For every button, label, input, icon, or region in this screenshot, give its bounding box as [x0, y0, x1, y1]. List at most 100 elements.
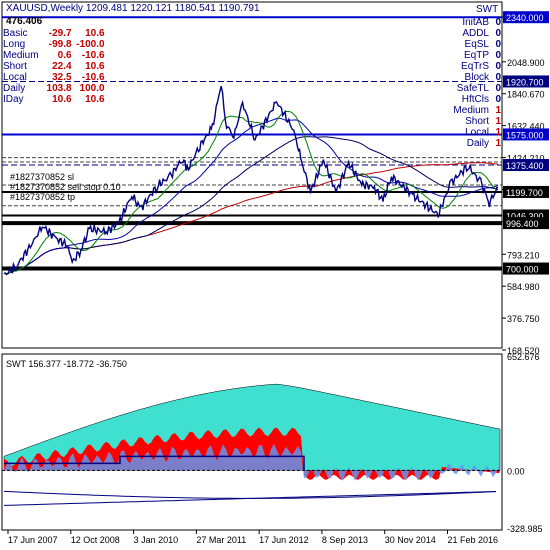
level-label-text: 996.400	[506, 219, 539, 229]
price-tick-label: 1424.210	[507, 154, 545, 164]
stats-row: Basic -29.7 10.6	[3, 28, 108, 39]
flag-label: EqTrS	[461, 61, 489, 72]
stats-row: Medium 0.6 -10.6	[3, 50, 108, 61]
stats-value-a: 22.4	[52, 61, 72, 72]
flag-row: EqTrS 0	[425, 61, 501, 72]
ma-green	[3, 110, 499, 275]
main-plot	[2, 16, 502, 276]
flag-label: EqTP	[463, 50, 489, 61]
stats-value-b: 100.0	[79, 83, 105, 94]
flag-label: ADDL	[462, 28, 489, 39]
ma-navy	[3, 136, 499, 275]
flag-value: 1	[495, 138, 501, 149]
flag-row: Short 1	[425, 116, 501, 127]
main-panel-frame	[1, 1, 503, 349]
flag-value: 0	[495, 83, 501, 94]
swt-panel-frame	[1, 353, 503, 531]
level-label-box	[503, 217, 549, 230]
flag-row: EqSL 0	[425, 39, 501, 50]
level-label-text: 2340.000	[506, 13, 544, 23]
flag-row: HftCls 0	[425, 94, 501, 105]
order-label: #1827370852 tp	[10, 192, 76, 202]
x-tick-label: 17 Jun 2007	[8, 535, 58, 545]
stats-value-a: 10.6	[52, 94, 72, 105]
flag-row: EqTP 0	[425, 50, 501, 61]
stats-value-b: -10.6	[81, 50, 105, 61]
x-tick-label: 3 Jan 2010	[134, 535, 179, 545]
flag-value: 1	[495, 127, 501, 138]
flag-label: SafeTL	[456, 83, 489, 94]
flag-label: HftCls	[461, 94, 489, 105]
stats-label: Daily	[3, 83, 26, 94]
x-tick-label: 27 Mar 2011	[196, 535, 246, 545]
flag-value: 0	[495, 72, 501, 83]
flag-value: 0	[495, 61, 501, 72]
stats-row: Long -99.8 -100.0	[3, 39, 108, 50]
stats-value-b: -10.6	[81, 72, 105, 83]
flag-row: Daily 1	[425, 138, 501, 149]
stats-label: IDay	[3, 94, 24, 105]
flag-label: EqSL	[464, 39, 489, 50]
order-labels: #1827370852 sl #1827370852 sell stop 0.10…	[10, 172, 121, 202]
price-tick-label: 2048.900	[507, 58, 545, 68]
stats-value-a: -29.7	[48, 28, 72, 39]
flag-value: 0	[495, 28, 501, 39]
flag-label: Daily	[466, 138, 489, 149]
stats-label: Local	[3, 72, 27, 83]
price-tick-label: 168.520	[507, 346, 540, 356]
swt-lower-line-2	[3, 491, 497, 506]
level-label-box	[503, 159, 549, 172]
stats-value-b: -100.0	[76, 39, 105, 50]
level-label-text: 1920.700	[506, 77, 544, 87]
flag-row: Block 0	[425, 72, 501, 83]
flag-row: SafeTL 0	[425, 83, 501, 94]
price-tick-label: 584.980	[507, 282, 540, 292]
swt-corner-label: SWT	[476, 4, 499, 15]
price-line	[3, 86, 499, 276]
stats-value-a: 32.5	[52, 72, 72, 83]
price-tick-label: 1632.440	[507, 122, 545, 132]
price-tick-label: 793.210	[507, 250, 540, 260]
stats-value-a: -99.8	[48, 39, 72, 50]
swt-tick-label: -328.985	[507, 524, 543, 534]
level-label-box	[503, 262, 549, 275]
stats-label: Long	[3, 39, 26, 50]
stats-row: Local 32.5 -10.6	[3, 72, 108, 83]
x-tick-label: 12 Oct 2008	[71, 535, 120, 545]
indicator-value: 476.406	[6, 16, 43, 27]
swt-tick-label: 0.00	[507, 466, 525, 476]
swt-step-line	[4, 455, 305, 471]
flag-row: InitAB 0	[425, 17, 501, 28]
symbol-title: XAUUSD,Weekly 1209.481 1220.121 1180.541…	[6, 3, 260, 14]
right-flags-list: InitAB 0 ADDL 0 EqSL 0 EqTP 0 EqTrS 0 Block 0 SafeTL…	[425, 17, 501, 149]
level-label-box	[503, 128, 549, 141]
flag-label: Block	[464, 72, 489, 83]
order-label: #1827370852 sell stop 0.10	[10, 182, 121, 192]
stats-row: Short 22.4 10.6	[3, 61, 108, 72]
flag-label: Medium	[453, 105, 489, 116]
stats-label: Short	[3, 61, 27, 72]
x-tick-label: 21 Feb 2016	[447, 535, 498, 545]
price-tick-label: 1840.670	[507, 90, 545, 100]
stats-value-b: 10.6	[85, 28, 105, 39]
level-label-text: 1046.300	[506, 211, 544, 221]
flag-value: 0	[495, 50, 501, 61]
flag-label: Local	[465, 127, 489, 138]
left-stats-table: Basic -29.7 10.6 Long -99.8 -100.0 Medium 0.6 -1…	[3, 28, 108, 105]
price-tick-label: 376.750	[507, 314, 540, 324]
flag-value: 1	[495, 116, 501, 127]
flag-row: Local 1	[425, 127, 501, 138]
flag-value: 0	[495, 94, 501, 105]
stats-label: Medium	[3, 50, 39, 61]
axis-labels: 2340.000 2048.900 1840.670 1632.440 1424.210…	[7, 11, 549, 545]
flag-value: 1	[495, 105, 501, 116]
level-label-text: 1575.000	[506, 130, 544, 140]
level-label-box	[503, 11, 549, 24]
swt-plot: SWT 156.377 -18.772 -36.750	[2, 359, 502, 506]
stats-value-a: 0.6	[57, 50, 72, 61]
stats-value-b: 10.6	[85, 61, 105, 72]
order-label: #1827370852 sl	[10, 172, 75, 182]
x-tick-label: 30 Nov 2014	[385, 535, 436, 545]
flag-row: Medium 1	[425, 105, 501, 116]
